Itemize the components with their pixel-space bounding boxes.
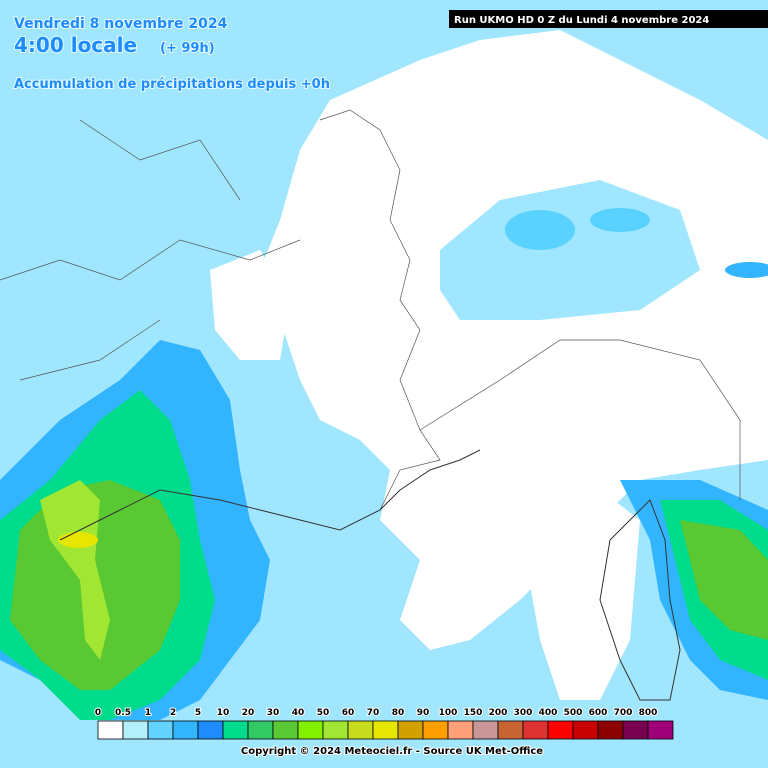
legend-swatch [522, 720, 549, 740]
legend-label: 0.5 [115, 708, 131, 718]
coastline [59, 449, 481, 541]
rain-70 [58, 532, 98, 548]
legend-swatch [472, 720, 499, 740]
offset-label: (+ 99h) [160, 41, 215, 56]
legend-swatch [422, 720, 449, 740]
border [0, 119, 301, 381]
legend-label: 400 [539, 708, 558, 718]
rain-moderate [725, 262, 768, 278]
legend-swatch [547, 720, 574, 740]
legend-swatch [622, 720, 649, 740]
dry-zone [210, 250, 290, 360]
legend-label: 1 [145, 708, 151, 718]
legend-label: 300 [514, 708, 533, 718]
legend-swatch [197, 720, 224, 740]
border [319, 109, 441, 511]
rain-moderate [590, 208, 650, 232]
time-label: 4:00 locale [14, 33, 137, 57]
legend-label: 80 [392, 708, 405, 718]
legend-label: 60 [342, 708, 355, 718]
legend-label: 200 [489, 708, 508, 718]
legend-label: 500 [564, 708, 583, 718]
legend-label: 700 [614, 708, 633, 718]
legend-label: 70 [367, 708, 380, 718]
copyright: Copyright © 2024 Meteociel.fr - Source U… [241, 746, 543, 757]
legend-swatch [347, 720, 374, 740]
legend-label: 150 [464, 708, 483, 718]
legend: 0 0.5 1 2 5 10 20 30 40 50 60 70 80 90 100 150 200 300 400… [94, 707, 674, 740]
dry-zone [260, 30, 768, 650]
legend-label: 50 [317, 708, 330, 718]
legend-label: 20 [242, 708, 255, 718]
legend-swatch [647, 720, 674, 740]
legend-label: 600 [589, 708, 608, 718]
run-label: Run UKMO HD 0 Z du Lundi 4 novembre 2024 [454, 15, 709, 26]
legend-label: 40 [292, 708, 305, 718]
legend-label: 10 [217, 708, 230, 718]
coastline [599, 499, 681, 701]
legend-swatch [572, 720, 599, 740]
legend-swatch [247, 720, 274, 740]
border [419, 339, 741, 500]
legend-swatch [97, 720, 124, 740]
legend-swatch [222, 720, 249, 740]
legend-swatch [397, 720, 424, 740]
legend-label: 2 [170, 708, 176, 718]
legend-label: 0 [95, 708, 101, 718]
date-label: Vendredi 8 novembre 2024 [14, 16, 228, 32]
legend-swatch [172, 720, 199, 740]
rain-50 [40, 480, 110, 660]
legend-label: 100 [439, 708, 458, 718]
legend-swatch [597, 720, 624, 740]
legend-swatch [447, 720, 474, 740]
legend-label: 800 [639, 708, 658, 718]
rain-30 [680, 520, 768, 640]
legend-label: 30 [267, 708, 280, 718]
legend-swatch [372, 720, 399, 740]
legend-swatch [272, 720, 299, 740]
legend-label: 5 [195, 708, 201, 718]
legend-swatch [497, 720, 524, 740]
legend-swatch [297, 720, 324, 740]
run-banner [449, 10, 768, 28]
legend-swatch [122, 720, 149, 740]
legend-swatch [322, 720, 349, 740]
subtitle: Accumulation de précipitations depuis +0… [14, 77, 330, 92]
legend-swatch [147, 720, 174, 740]
rain-moderate [505, 210, 575, 250]
legend-label: 90 [417, 708, 430, 718]
